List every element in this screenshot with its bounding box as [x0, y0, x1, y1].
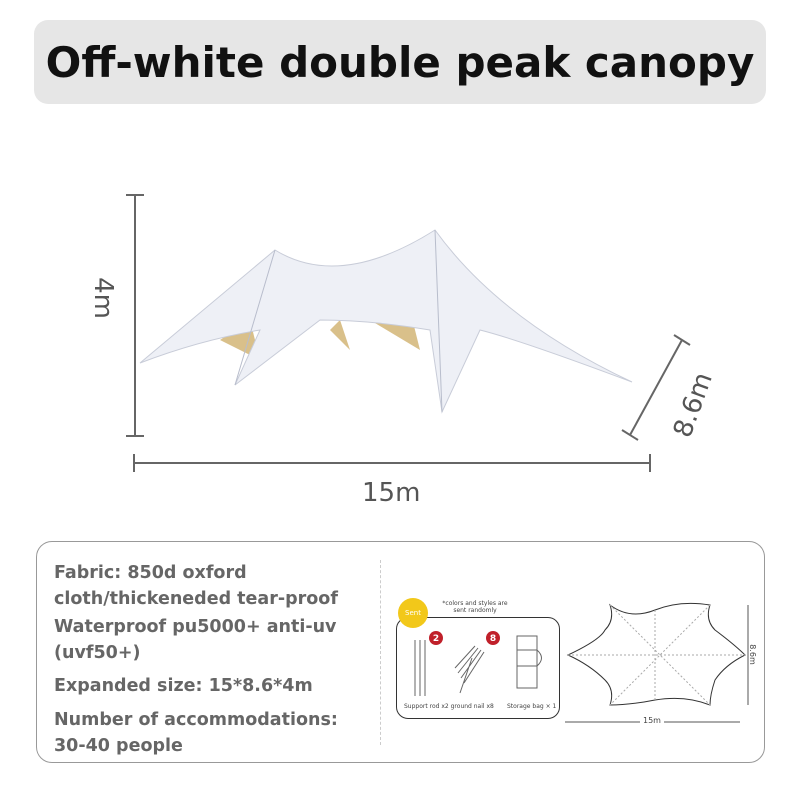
feature-waterproof: Waterproof pu5000+ anti-uv (uvf50+) — [54, 617, 337, 663]
accessory-icons: 2 8 — [414, 631, 542, 696]
plan-width-label: 15m — [640, 716, 664, 725]
feature-size: Expanded size: 15*8.6*4m — [54, 676, 313, 696]
page-title: Off-white double peak canopy — [34, 20, 766, 104]
feature-fabric: Fabric: 850d oxford cloth/thickeneded tea… — [54, 563, 338, 609]
sent-badge: Sent — [398, 598, 428, 628]
canopy-illustration — [126, 194, 691, 472]
divider — [380, 560, 381, 745]
rod-count: 2 — [433, 634, 439, 644]
random-note: *colors and styles are sent randomly — [442, 600, 508, 614]
nail-count: 8 — [490, 634, 496, 644]
width-label: 15m — [362, 478, 421, 508]
rods-label: Support rod x2 ground nail x8 — [404, 703, 494, 710]
accessories-box — [396, 617, 560, 719]
spec-panel — [36, 541, 765, 763]
height-label: 4m — [87, 277, 118, 319]
feature-capacity: Number of accommodations: 30-40 people — [54, 710, 338, 756]
plan-depth-label: 8.6m — [747, 644, 757, 665]
bag-label: Storage bag × 1 — [507, 703, 557, 710]
